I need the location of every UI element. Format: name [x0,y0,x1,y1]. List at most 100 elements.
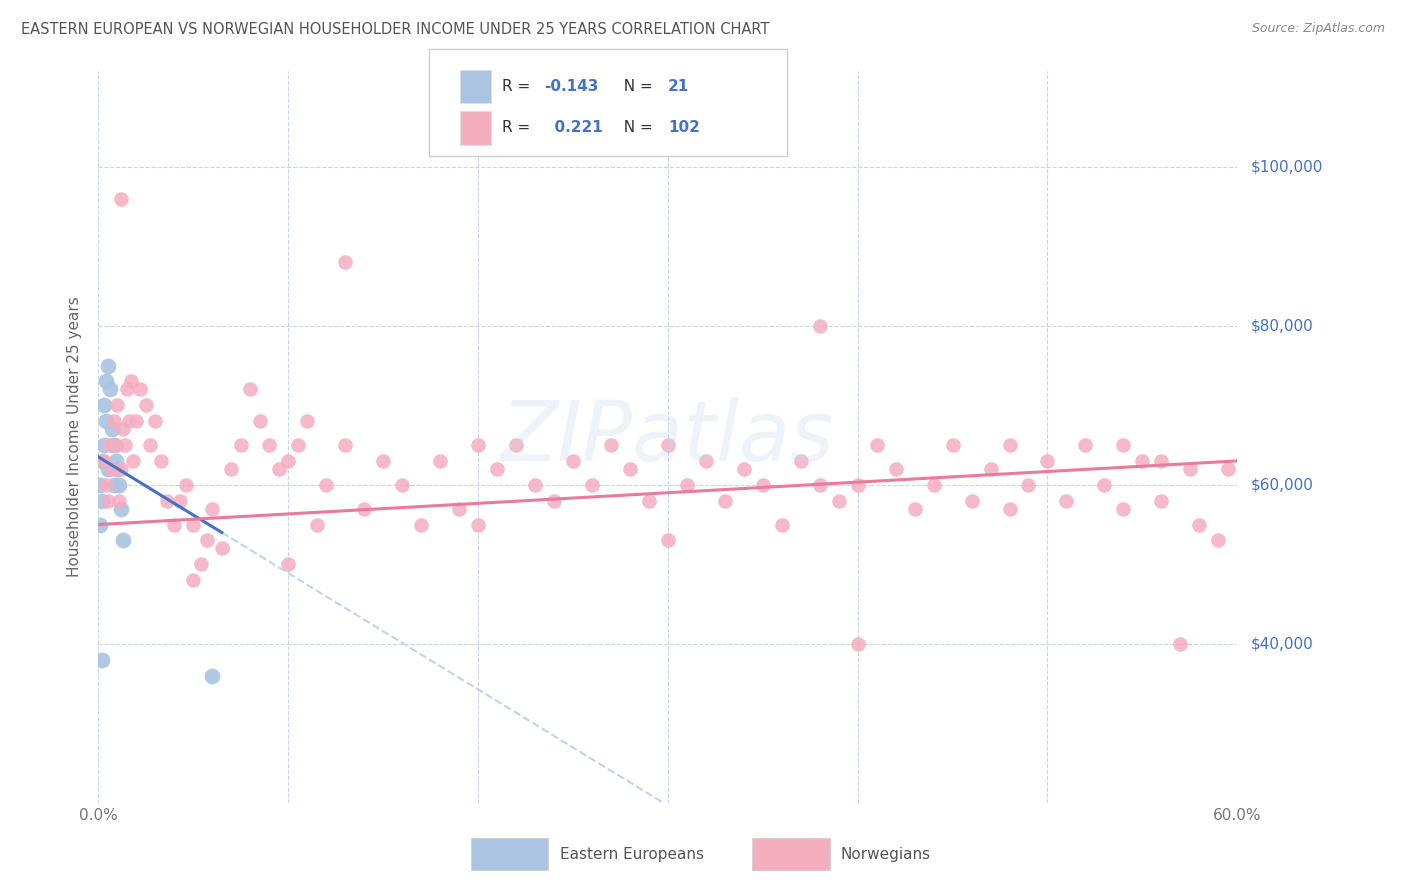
Point [145,414,167,428]
Point [129,383,152,397]
Point [249,414,271,428]
Point [150,454,173,468]
Point [98,383,121,397]
Point [1188,517,1211,532]
Point [195,533,218,548]
Point [808,477,831,491]
Point [103,477,125,491]
Point [118,414,141,428]
Point [93,454,115,468]
Point [1094,477,1116,491]
Point [353,501,375,516]
Point [808,318,831,333]
Text: N =: N = [614,79,658,94]
Point [770,517,793,532]
Point [93,398,115,412]
Point [112,422,135,436]
Point [91,653,114,667]
Point [100,422,122,436]
Point [201,501,224,516]
Point [315,477,337,491]
Point [239,383,262,397]
Point [657,438,679,452]
Point [828,493,851,508]
Point [335,255,357,269]
Point [190,558,212,572]
Point [287,438,309,452]
Point [89,477,111,491]
Point [1208,533,1230,548]
Y-axis label: Householder Income Under 25 years: Householder Income Under 25 years [67,297,83,577]
Point [449,501,471,516]
Point [183,517,205,532]
Point [543,493,565,508]
Point [211,541,233,556]
Point [371,454,394,468]
Point [638,493,661,508]
Point [104,454,127,468]
Point [97,359,120,373]
Point [107,462,129,476]
Point [110,192,132,206]
Text: R =: R = [502,120,536,135]
Point [467,438,489,452]
Point [107,398,129,412]
Point [846,637,869,651]
Point [104,438,127,452]
Point [960,493,983,508]
Point [657,533,679,548]
Text: R =: R = [502,79,536,94]
Point [297,414,319,428]
Point [108,493,131,508]
Point [94,477,117,491]
Point [790,454,813,468]
Point [979,462,1001,476]
Point [391,477,413,491]
Point [676,477,699,491]
Point [1018,477,1040,491]
Point [259,438,281,452]
Point [120,375,142,389]
Point [1036,454,1059,468]
Point [100,462,122,476]
Point [335,438,357,452]
Point [163,517,186,532]
Point [125,414,148,428]
Point [183,573,205,587]
Point [267,462,290,476]
Point [429,454,451,468]
Point [1170,637,1192,651]
Point [733,462,755,476]
Point [600,438,623,452]
Point [94,375,117,389]
Point [98,438,121,452]
Point [305,517,328,532]
Point [922,477,945,491]
Text: $100,000: $100,000 [1251,160,1323,174]
Text: -0.143: -0.143 [544,79,599,94]
Point [562,454,585,468]
Text: 21: 21 [668,79,689,94]
Point [1112,438,1135,452]
Text: $40,000: $40,000 [1251,636,1315,651]
Text: Norwegians: Norwegians [841,847,931,862]
Point [752,477,775,491]
Point [91,493,114,508]
Point [135,398,157,412]
Point [277,558,299,572]
Point [201,668,224,682]
Text: $80,000: $80,000 [1251,318,1315,334]
Point [114,438,136,452]
Point [411,517,433,532]
Text: 0.221: 0.221 [544,120,603,135]
Point [1074,438,1097,452]
Point [169,493,191,508]
Point [486,462,509,476]
Point [619,462,641,476]
Point [714,493,737,508]
Point [103,438,125,452]
Point [277,454,299,468]
Point [221,462,243,476]
Point [97,493,120,508]
Point [1132,454,1154,468]
